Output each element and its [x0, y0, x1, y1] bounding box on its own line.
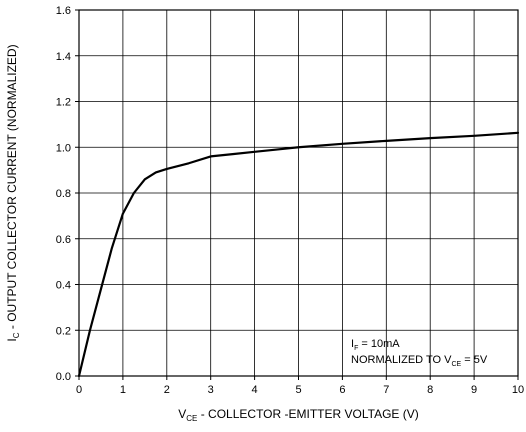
- annotation-line-1-rest: = 10mA: [358, 338, 400, 350]
- annotation-line-1-sub: F: [354, 345, 358, 352]
- annotation-line-2-sub: CE: [451, 361, 461, 368]
- x-tick-label: 1: [120, 384, 126, 396]
- x-axis-label: VCE - COLLECTOR -EMITTER VOLTAGE (V): [178, 407, 419, 423]
- y-tick-label: 0.6: [56, 234, 71, 246]
- x-tick-label: 10: [512, 384, 524, 396]
- x-axis-label-sub: CE: [186, 414, 197, 423]
- y-axis-label-rest: - OUTPUT COLLECTOR CURRENT (NORMALIZED): [5, 44, 19, 332]
- y-tick-label: 0.2: [56, 325, 71, 337]
- y-tick-label: 0.8: [56, 188, 71, 200]
- annotation-line-1-main: I: [351, 338, 354, 350]
- y-tick-label: 1.6: [56, 5, 71, 17]
- y-tick-label: 0.0: [56, 371, 71, 383]
- y-tick-label: 1.4: [56, 51, 71, 63]
- x-tick-label: 2: [164, 384, 170, 396]
- x-tick-label: 3: [208, 384, 214, 396]
- y-tick-label: 1.2: [56, 97, 71, 109]
- y-tick-label: 0.4: [56, 280, 71, 292]
- annotation-box: IF = 10mA NORMALIZED TO VCE = 5V: [351, 338, 488, 368]
- x-tick-label: 7: [383, 384, 389, 396]
- x-axis-label-rest: - COLLECTOR -EMITTER VOLTAGE (V): [197, 407, 418, 421]
- annotation-line-2: NORMALIZED TO VCE = 5V: [351, 354, 488, 368]
- annotation-line-1: IF = 10mA: [351, 338, 400, 352]
- x-tick-label: 0: [76, 384, 82, 396]
- x-tick-label: 5: [295, 384, 301, 396]
- x-tick-label: 6: [339, 384, 345, 396]
- annotation-line-2-rest: = 5V: [461, 354, 488, 366]
- y-axis-label-sub: C: [12, 332, 21, 338]
- series-line: [77, 131, 520, 378]
- x-tick-label: 9: [471, 384, 477, 396]
- y-axis-label: IC - OUTPUT COLLECTOR CURRENT (NORMALIZE…: [5, 44, 21, 341]
- y-axis-label-main: I: [5, 338, 19, 341]
- x-axis-label-main: V: [178, 407, 186, 421]
- plot-frame: [78, 9, 519, 377]
- x-tick-label: 4: [252, 384, 258, 396]
- x-tick-label: 8: [427, 384, 433, 396]
- y-tick-label: 1.0: [56, 142, 71, 154]
- annotation-line-2-main: NORMALIZED TO V: [351, 354, 452, 366]
